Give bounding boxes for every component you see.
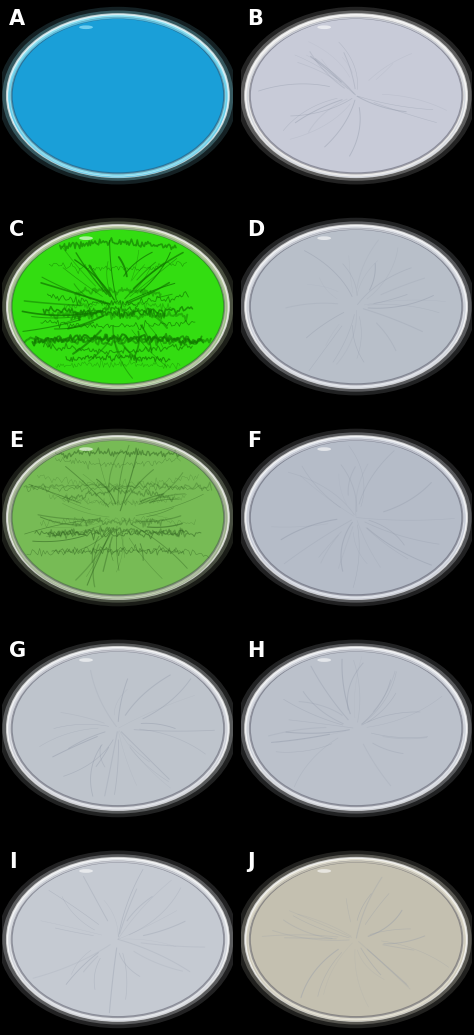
Ellipse shape — [7, 226, 229, 388]
Ellipse shape — [11, 18, 224, 173]
Ellipse shape — [245, 14, 467, 177]
Text: A: A — [9, 8, 26, 29]
Ellipse shape — [0, 851, 238, 1028]
Ellipse shape — [317, 869, 331, 873]
Ellipse shape — [7, 858, 229, 1021]
Ellipse shape — [317, 658, 331, 662]
Ellipse shape — [250, 862, 462, 1017]
Ellipse shape — [7, 858, 229, 1021]
Ellipse shape — [236, 217, 474, 395]
Ellipse shape — [7, 436, 229, 599]
Ellipse shape — [250, 229, 462, 384]
Text: C: C — [9, 219, 25, 239]
Ellipse shape — [236, 428, 474, 607]
Ellipse shape — [317, 447, 331, 451]
Ellipse shape — [245, 647, 467, 809]
Ellipse shape — [317, 26, 331, 29]
Ellipse shape — [250, 18, 462, 173]
Ellipse shape — [7, 647, 229, 809]
Ellipse shape — [240, 221, 472, 391]
Ellipse shape — [245, 226, 467, 388]
Ellipse shape — [79, 447, 93, 451]
Ellipse shape — [245, 226, 467, 388]
Ellipse shape — [2, 854, 233, 1025]
Ellipse shape — [236, 851, 474, 1028]
Ellipse shape — [7, 226, 229, 388]
Ellipse shape — [79, 869, 93, 873]
Ellipse shape — [7, 436, 229, 599]
Ellipse shape — [0, 640, 238, 818]
Ellipse shape — [240, 433, 472, 602]
Ellipse shape — [11, 229, 224, 384]
Ellipse shape — [236, 7, 474, 184]
Ellipse shape — [240, 644, 472, 814]
Ellipse shape — [79, 658, 93, 662]
Ellipse shape — [0, 7, 238, 184]
Ellipse shape — [245, 436, 467, 599]
Ellipse shape — [79, 236, 93, 240]
Ellipse shape — [236, 640, 474, 818]
Ellipse shape — [245, 647, 467, 809]
Text: J: J — [247, 853, 255, 873]
Ellipse shape — [7, 14, 229, 177]
Ellipse shape — [11, 651, 224, 806]
Text: F: F — [247, 431, 262, 450]
Text: D: D — [247, 219, 265, 239]
Ellipse shape — [2, 221, 233, 391]
Text: B: B — [247, 8, 264, 29]
Ellipse shape — [11, 440, 224, 595]
Text: E: E — [9, 431, 24, 450]
Ellipse shape — [317, 236, 331, 240]
Ellipse shape — [2, 644, 233, 814]
Ellipse shape — [2, 10, 233, 181]
Text: H: H — [247, 642, 265, 661]
Ellipse shape — [79, 26, 93, 29]
Ellipse shape — [250, 651, 462, 806]
Ellipse shape — [0, 217, 238, 395]
Ellipse shape — [240, 10, 472, 181]
Ellipse shape — [0, 428, 238, 607]
Ellipse shape — [250, 440, 462, 595]
Text: I: I — [9, 853, 17, 873]
Ellipse shape — [245, 858, 467, 1021]
Ellipse shape — [2, 433, 233, 602]
Ellipse shape — [7, 647, 229, 809]
Text: G: G — [9, 642, 27, 661]
Ellipse shape — [245, 436, 467, 599]
Ellipse shape — [240, 854, 472, 1025]
Ellipse shape — [7, 14, 229, 177]
Ellipse shape — [245, 14, 467, 177]
Ellipse shape — [245, 858, 467, 1021]
Ellipse shape — [11, 862, 224, 1017]
